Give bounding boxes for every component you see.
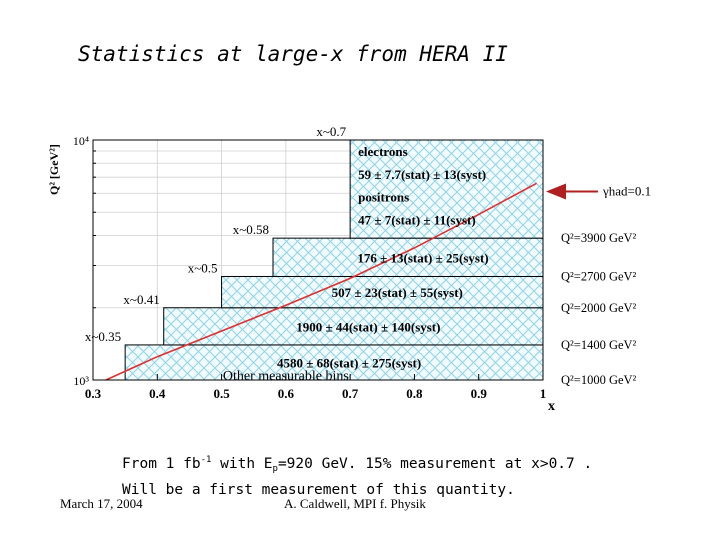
x-tick-label: 0.3 xyxy=(85,386,102,401)
bin-count-label: 1900 ± 44(stat) ± 140(syst) xyxy=(296,319,440,334)
bin-count-label: 4580 ± 68(stat) ± 275(syst) xyxy=(277,355,421,370)
axes: 0.3 0.4 0.5 0.6 0.7 0.8 0.9 1 10³ 10⁴ x Q² [GeV²] xyxy=(47,134,555,414)
bin-x-label: x~0.58 xyxy=(233,222,269,237)
x-tick-label: 1 xyxy=(540,386,547,401)
bin-x-label: x~0.41 xyxy=(123,292,159,307)
gamma-curve xyxy=(105,182,537,381)
footer-author: A. Caldwell, MPI f. Physik xyxy=(284,496,426,511)
bin-count-label: electrons xyxy=(358,144,408,159)
bin-count-label: 47 ± 7(stat) ± 11(syst) xyxy=(358,212,476,227)
caption-line-2: Will be a first measurement of this quan… xyxy=(122,482,515,498)
bin-x-label: x~0.5 xyxy=(188,260,218,275)
y-axis-label: Q² [GeV²] xyxy=(47,144,61,195)
x-tick-label: 0.8 xyxy=(406,386,423,401)
y-tick-label: 10³ xyxy=(73,374,89,388)
x-tick-label: 0.7 xyxy=(342,386,359,401)
footer-date: March 17, 2004 xyxy=(60,496,143,511)
bin-count-label: 507 ± 23(stat) ± 55(syst) xyxy=(332,285,463,300)
q2-boundary-label: Q²=3900 GeV² xyxy=(561,231,637,245)
other-bins-label: Other measurable bins xyxy=(223,369,349,384)
bin-x-label: x~0.7 xyxy=(316,124,346,139)
q2-boundary-label: Q²=2700 GeV² xyxy=(561,269,637,283)
plot-frame xyxy=(92,139,544,381)
gamma-label: γhad=0.1 xyxy=(602,184,651,199)
kinematic-plane-chart: 0.3 0.4 0.5 0.6 0.7 0.8 0.9 1 10³ 10⁴ x Q² [GeV²] O… xyxy=(28,115,668,425)
x-tick-label: 0.4 xyxy=(149,386,166,401)
bin-x-label: x~0.35 xyxy=(85,329,121,344)
bin-count-label: positrons xyxy=(358,190,409,205)
q2-boundary-label: Q²=2000 GeV² xyxy=(561,301,637,315)
x-tick-label: 0.5 xyxy=(213,386,230,401)
x-axis-label: x xyxy=(548,399,555,414)
x-tick-label: 0.6 xyxy=(278,386,295,401)
bin-rect xyxy=(349,139,544,239)
chart-svg: 0.3 0.4 0.5 0.6 0.7 0.8 0.9 1 10³ 10⁴ x Q² [GeV²] O… xyxy=(28,115,668,425)
q2-boundary-label: Q²=1400 GeV² xyxy=(561,338,637,352)
y-tick-label: 10⁴ xyxy=(73,134,89,148)
caption-line-1: From 1 fb-1 with Ep=920 GeV. 15% measure… xyxy=(122,455,593,474)
bins xyxy=(105,139,544,381)
bin-count-label: 176 ± 13(stat) ± 25(syst) xyxy=(357,250,488,265)
q2-boundary-label: Q²=1000 GeV² xyxy=(561,373,637,387)
slide-title: Statistics at large-x from HERA II xyxy=(78,42,508,66)
x-tick-label: 0.9 xyxy=(471,386,488,401)
bin-count-label: 59 ± 7.7(stat) ± 13(syst) xyxy=(358,167,486,182)
caption: From 1 fb-1 with Ep=920 GeV. 15% measure… xyxy=(122,450,592,501)
